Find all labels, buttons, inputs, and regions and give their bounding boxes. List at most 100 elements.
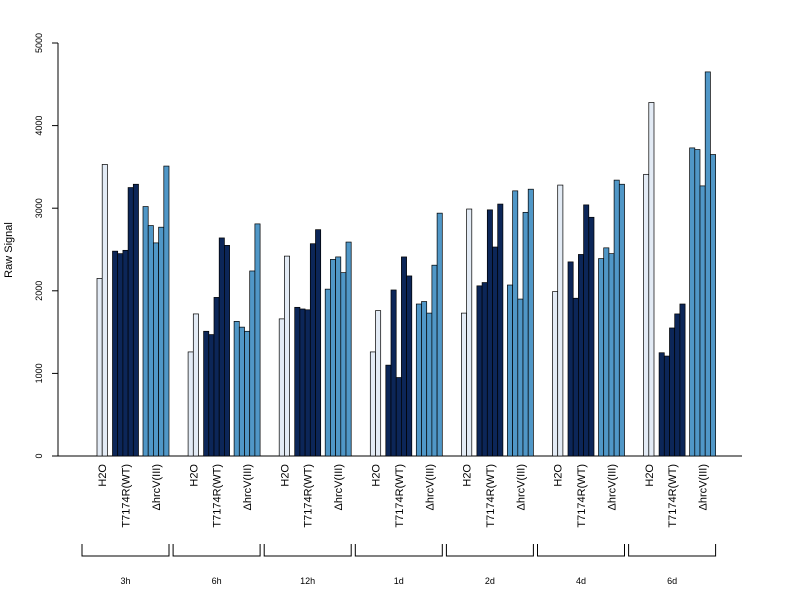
timepoint-brackets: 3h 6h 12h 1d 2d 4d 6d: [81, 544, 717, 586]
condition-label: H2O: [553, 464, 565, 487]
bar: [567, 261, 574, 457]
condition-label: H2O: [97, 464, 109, 487]
bar: [375, 310, 382, 457]
y-tick-label: 1000: [34, 363, 44, 383]
condition-label: ΔhrcV(III): [515, 464, 527, 510]
timepoint-label: 4d: [576, 576, 586, 586]
condition-label: ΔhrcV(III): [242, 464, 254, 510]
bar: [238, 326, 245, 457]
bar: [492, 246, 499, 457]
timepoint-bracket: [537, 544, 625, 557]
bar: [304, 309, 311, 457]
bar: [153, 242, 159, 457]
condition-label: T7174R(WT): [212, 464, 224, 528]
timepoint-label: 6h: [212, 576, 222, 586]
bar: [699, 185, 706, 457]
condition-label: H2O: [279, 464, 291, 487]
bar: [431, 264, 438, 457]
bar: [704, 71, 711, 457]
bar: [406, 275, 413, 457]
bar: [527, 188, 534, 457]
bar: [158, 226, 165, 457]
bar: [112, 250, 119, 457]
condition-label: ΔhrcV(III): [333, 464, 345, 510]
bar: [369, 351, 376, 457]
bar: [512, 190, 519, 457]
bar: [192, 313, 199, 457]
bar: [426, 312, 433, 457]
timepoint-bracket: [172, 544, 261, 557]
condition-label: ΔhrcV(III): [151, 464, 163, 510]
bar: [552, 291, 559, 457]
bar: [522, 211, 529, 457]
timepoint-bracket: [354, 544, 443, 557]
bar: [101, 164, 108, 457]
bar: [613, 179, 620, 457]
bar: [330, 259, 336, 457]
bar: [598, 258, 605, 457]
bar: [390, 289, 397, 457]
condition-label: H2O: [644, 464, 656, 487]
bar: [497, 203, 504, 457]
bar: [618, 183, 625, 457]
bar: [643, 173, 650, 457]
bar: [244, 330, 251, 457]
bar: [278, 318, 285, 457]
y-axis: 0 1000 2000 3000 4000 5000: [34, 33, 59, 459]
bar: [117, 253, 124, 457]
bar: [669, 327, 676, 457]
timepoint-bracket: [628, 544, 717, 557]
condition-label: T7174R(WT): [576, 464, 588, 528]
bar: [517, 298, 524, 457]
bar: [284, 255, 290, 457]
bar: [96, 278, 103, 457]
bar: [324, 288, 331, 457]
bar: [572, 297, 579, 457]
timepoint-label: 2d: [485, 576, 495, 586]
bar: [679, 303, 686, 457]
condition-label: ΔhrcV(III): [607, 464, 619, 510]
bar: [249, 270, 256, 457]
condition-label: ΔhrcV(III): [424, 464, 436, 510]
timepoint-label: 1d: [394, 576, 404, 586]
bar: [674, 313, 681, 457]
timepoint-bracket: [263, 544, 352, 557]
condition-label: T7174R(WT): [485, 464, 497, 528]
bar: [294, 306, 301, 457]
condition-label: ΔhrcV(III): [698, 464, 710, 510]
condition-label: H2O: [462, 464, 474, 487]
bar: [608, 253, 615, 457]
bar: [309, 243, 316, 457]
bar: [578, 254, 584, 457]
bar: [557, 184, 564, 457]
bar: [486, 209, 493, 457]
bar: [335, 256, 342, 457]
bar: [689, 147, 696, 457]
bar: [122, 249, 129, 457]
bar: [203, 330, 210, 457]
bar: [648, 102, 655, 457]
condition-labels: H2O T7174R(WT) ΔhrcV(III) H2O T7174R(WT) Δhrc…: [97, 464, 709, 528]
timepoint-bracket: [445, 544, 534, 557]
bar: [142, 206, 149, 457]
bar: [401, 256, 407, 457]
timepoint-bracket: [81, 544, 170, 557]
bar: [345, 241, 352, 457]
condition-label: H2O: [188, 464, 200, 487]
condition-label: T7174R(WT): [303, 464, 315, 528]
bar: [132, 183, 139, 457]
bar: [218, 237, 225, 457]
bar: [436, 212, 443, 457]
bar: [147, 225, 154, 457]
bar: [315, 229, 322, 457]
bar: [466, 208, 473, 457]
condition-label: T7174R(WT): [121, 464, 133, 528]
bar: [395, 377, 402, 457]
bars: [96, 71, 716, 457]
bar: [658, 352, 665, 457]
bar: [233, 321, 240, 457]
bar: [583, 204, 590, 457]
bar: [603, 247, 610, 457]
bar: [461, 312, 467, 457]
